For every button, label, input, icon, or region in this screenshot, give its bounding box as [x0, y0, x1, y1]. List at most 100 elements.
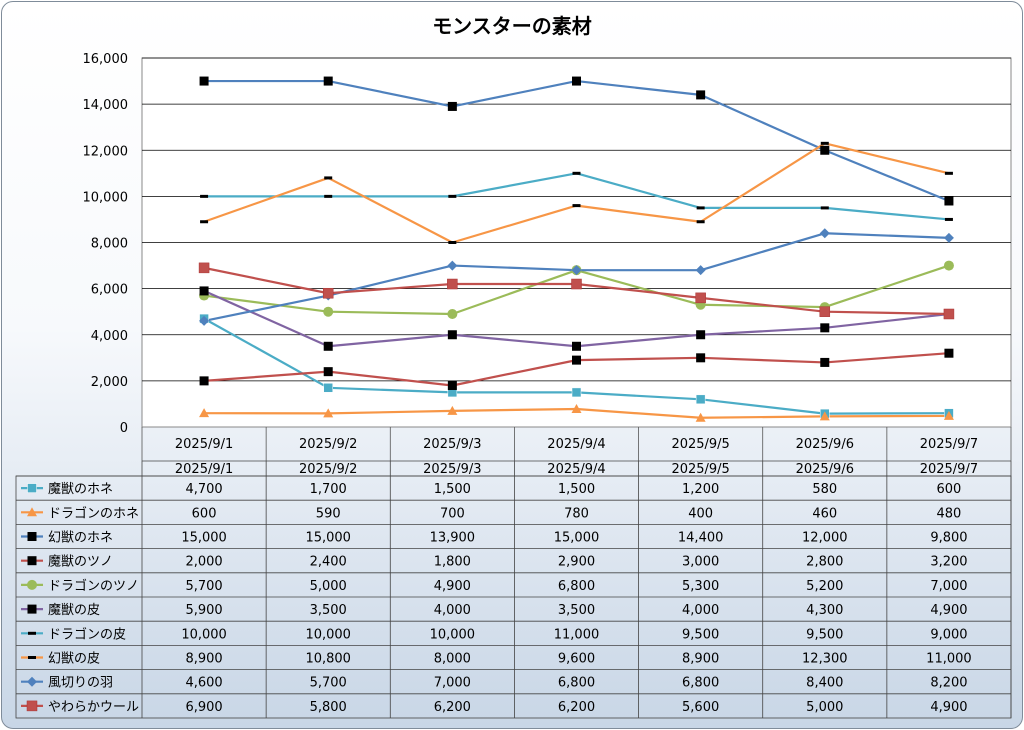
table-value-cell: 1,500 — [434, 482, 471, 497]
data-point — [696, 90, 706, 100]
table-value-cell: 10,000 — [430, 627, 476, 642]
table-value-cell: 600 — [937, 482, 962, 497]
x-tick-label: 2025/9/1 — [175, 437, 233, 452]
y-tick-label: 12,000 — [83, 144, 129, 159]
data-point — [571, 404, 582, 414]
table-value-cell: 5,000 — [310, 579, 347, 594]
table-value-cell: 1,700 — [310, 482, 347, 497]
table-value-cell: 11,000 — [926, 652, 972, 667]
table-value-cell: 5,300 — [682, 579, 719, 594]
data-point — [199, 76, 209, 86]
legend-key-marker — [28, 656, 36, 659]
table-value-cell: 3,000 — [682, 555, 719, 570]
data-point — [943, 232, 954, 243]
table-value-cell: 2,400 — [310, 555, 347, 570]
table-header-cell: 2025/9/5 — [671, 462, 729, 477]
data-point — [571, 265, 582, 276]
table-value-cell: 13,900 — [430, 531, 476, 546]
table-value-cell: 9,600 — [558, 652, 595, 667]
data-point — [324, 194, 333, 198]
table-value-cell: 3,500 — [310, 603, 347, 618]
y-tick-label: 10,000 — [83, 190, 129, 205]
table-value-cell: 5,800 — [310, 700, 347, 715]
legend-key-marker — [26, 700, 38, 712]
table-value-cell: 10,800 — [305, 652, 351, 667]
data-point — [572, 204, 581, 208]
data-point — [448, 241, 457, 244]
chart-title: モンスターの素材 — [432, 14, 592, 38]
data-point — [323, 383, 333, 393]
data-point — [820, 323, 830, 333]
legend-key-marker — [27, 507, 37, 517]
table-header-cell: 2025/9/2 — [299, 462, 357, 477]
data-point — [820, 141, 829, 145]
data-point — [943, 308, 955, 320]
data-point — [198, 262, 210, 274]
table-value-cell: 8,200 — [930, 676, 967, 691]
data-point — [323, 76, 333, 86]
table-header-cell: 2025/9/1 — [175, 462, 233, 477]
table-value-cell: 5,700 — [310, 676, 347, 691]
data-point — [696, 353, 706, 363]
table-value-cell: 4,900 — [434, 579, 471, 594]
data-point — [943, 260, 954, 271]
table-value-cell: 4,000 — [682, 603, 719, 618]
data-point — [200, 194, 209, 198]
y-tick-label: 2,000 — [91, 375, 128, 390]
legend-key-marker — [27, 556, 37, 566]
table-value-cell: 400 — [688, 506, 713, 521]
legend-key-marker — [28, 631, 36, 635]
table-value-cell: 480 — [937, 506, 962, 521]
series-name-cell: 幻獣のホネ — [48, 531, 113, 546]
legend-key-marker — [27, 579, 37, 590]
data-point — [572, 355, 581, 365]
table-value-cell: 15,000 — [181, 531, 227, 546]
table-value-cell: 3,200 — [930, 555, 967, 570]
series-name-cell: 魔獣のホネ — [48, 482, 113, 497]
legend-key-marker — [27, 676, 37, 687]
series-name-cell: やわらかウール — [48, 700, 139, 715]
table-value-cell: 2,800 — [806, 555, 843, 570]
table-value-cell: 8,900 — [682, 652, 719, 667]
table-value-cell: 7,000 — [930, 579, 967, 594]
data-point — [820, 357, 830, 367]
series-name-cell: 幻獣の皮 — [48, 652, 100, 667]
table-value-cell: 6,800 — [558, 579, 595, 594]
data-point — [447, 260, 458, 271]
data-point — [323, 408, 334, 418]
table-header-cell: 2025/9/6 — [796, 462, 854, 477]
data-point — [696, 206, 705, 210]
legend-key-marker — [27, 604, 37, 614]
series-name-cell: 風切りの羽 — [48, 676, 113, 691]
table-value-cell: 780 — [564, 506, 589, 521]
x-tick-label: 2025/9/5 — [671, 437, 729, 452]
data-point — [695, 265, 706, 276]
table-value-cell: 6,200 — [434, 700, 471, 715]
data-point — [571, 278, 582, 290]
data-point — [695, 412, 706, 422]
table-value-cell: 580 — [812, 482, 837, 497]
table-value-cell: 460 — [812, 506, 837, 521]
data-point — [819, 306, 831, 317]
y-tick-label: 8,000 — [91, 237, 128, 252]
table-value-cell: 6,200 — [558, 700, 595, 715]
data-point — [448, 194, 457, 198]
x-tick-label: 2025/9/7 — [920, 437, 978, 452]
table-value-cell: 10,000 — [181, 627, 227, 642]
data-point — [324, 176, 333, 180]
data-point — [572, 171, 581, 175]
table-value-cell: 600 — [192, 506, 217, 521]
data-point — [447, 308, 458, 319]
table-value-cell: 4,900 — [930, 700, 967, 715]
table-value-cell: 9,800 — [930, 531, 967, 546]
y-tick-label: 16,000 — [83, 52, 129, 67]
table-value-cell: 4,000 — [434, 603, 471, 618]
table-value-cell: 8,400 — [806, 676, 843, 691]
table-value-cell: 5,900 — [185, 603, 222, 618]
data-point — [696, 330, 706, 340]
table-value-cell: 1,200 — [682, 482, 719, 497]
data-point — [695, 394, 706, 405]
data-point — [447, 405, 458, 415]
data-point — [199, 315, 210, 326]
